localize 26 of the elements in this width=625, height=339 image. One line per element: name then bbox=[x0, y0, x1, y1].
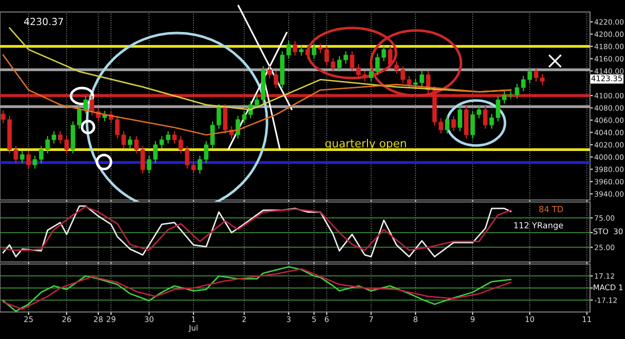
candlestick bbox=[458, 105, 462, 132]
candlestick bbox=[198, 155, 202, 174]
candlestick bbox=[58, 130, 63, 144]
candlestick bbox=[32, 155, 38, 170]
ref-line-label: quarterly open bbox=[325, 138, 406, 150]
candlestick bbox=[64, 136, 69, 154]
annotation: 84 TD bbox=[539, 206, 563, 212]
candlestick bbox=[292, 40, 298, 56]
annotation: 112 YRange bbox=[514, 222, 564, 230]
candlestick bbox=[451, 115, 456, 132]
candlestick bbox=[318, 43, 323, 54]
candlestick bbox=[121, 130, 126, 149]
candlestick bbox=[20, 150, 24, 164]
candlestick bbox=[312, 43, 316, 60]
candlestick bbox=[299, 45, 304, 56]
candlestick bbox=[286, 40, 291, 60]
candlestick bbox=[26, 150, 31, 170]
candlestick bbox=[83, 96, 88, 114]
candlestick bbox=[527, 67, 532, 84]
candlestick bbox=[445, 115, 450, 134]
candlestick bbox=[166, 130, 170, 144]
line-series bbox=[2, 54, 512, 136]
candlestick bbox=[483, 105, 488, 130]
candlestick bbox=[406, 75, 412, 89]
annotation: 4230.37 bbox=[24, 18, 63, 26]
candlestick bbox=[128, 136, 132, 149]
